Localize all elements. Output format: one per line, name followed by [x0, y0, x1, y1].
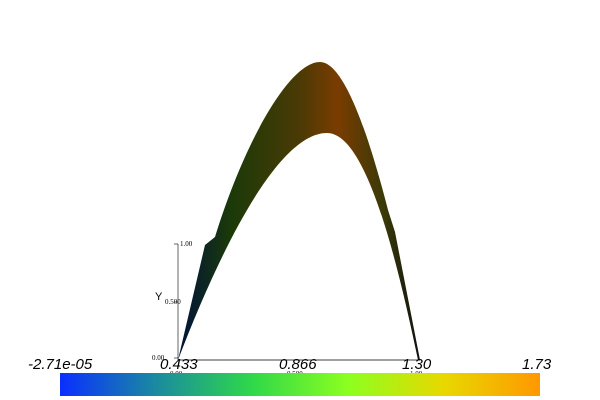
scalar-bar-label-min: -2.71e-05 [28, 356, 93, 373]
scalar-bar-label: 0.433 [160, 356, 198, 373]
scalar-color-bar[interactable] [60, 373, 540, 396]
y-tick-label: 0.00 [152, 354, 165, 362]
y-tick-label: 0.500 [165, 298, 181, 306]
y-axis-title: Y [155, 291, 163, 303]
surface-mesh[interactable] [178, 62, 420, 360]
scalar-bar-label-max: 1.73 [522, 356, 552, 373]
scalar-bar-label: 1.30 [402, 356, 432, 373]
y-tick-label: 1.00 [180, 240, 193, 248]
scalar-bar-label: 0.866 [279, 356, 317, 373]
